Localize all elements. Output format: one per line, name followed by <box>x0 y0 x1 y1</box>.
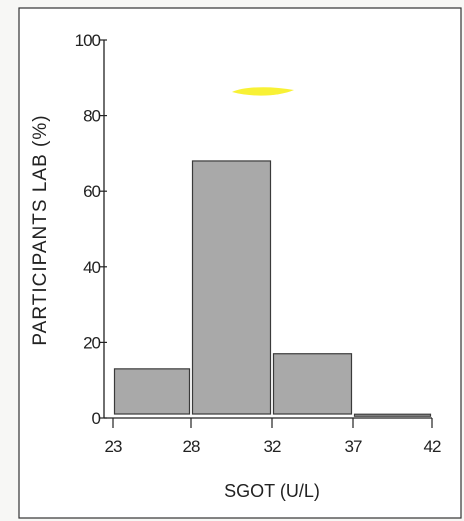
x-tick-label: 28 <box>183 437 200 456</box>
y-tick-label: 80 <box>83 107 100 126</box>
bar-23-28 <box>113 368 191 415</box>
bar-28-32 <box>191 160 272 415</box>
x-axis-label: SGOT (U/L) <box>224 481 320 501</box>
bars-group <box>113 160 432 417</box>
x-tick-label: 37 <box>345 437 362 456</box>
y-tick-label: 60 <box>83 182 100 201</box>
y-ticks-group: 0 20 40 60 80 100 <box>75 31 107 428</box>
y-tick-label: 0 <box>92 409 101 428</box>
x-ticks-group: 23 28 32 37 42 <box>105 418 442 456</box>
y-axis-label: PARTICIPANTS LAB (%) <box>30 114 51 345</box>
x-tick-label: 42 <box>424 437 441 456</box>
x-tick-label: 23 <box>105 437 122 456</box>
highlighter-mark <box>232 87 294 96</box>
bar-32-37 <box>272 353 353 415</box>
x-tick-label: 32 <box>264 437 281 456</box>
bar-37-42 <box>353 413 432 417</box>
y-tick-label: 40 <box>83 258 100 277</box>
y-tick-label: 20 <box>83 333 100 352</box>
y-tick-label: 100 <box>75 31 101 50</box>
